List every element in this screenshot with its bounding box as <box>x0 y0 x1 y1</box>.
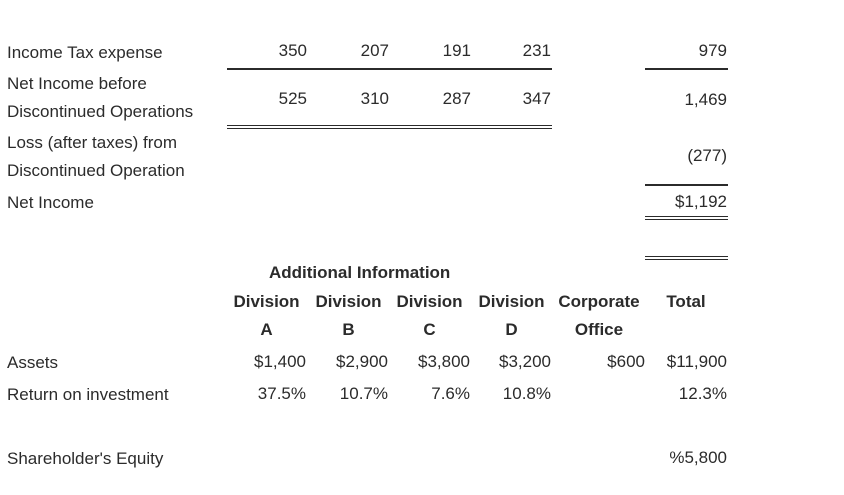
tax-value-c: 191 <box>442 41 471 60</box>
column-header-c: C <box>423 320 436 339</box>
loss-total: (277) <box>687 146 727 165</box>
column-header-a: A <box>260 320 273 339</box>
roi-value-c: 7.6% <box>431 384 470 403</box>
column-header-a: Division <box>233 292 300 311</box>
column-header-c: Division <box>396 292 463 311</box>
equity-total: %5,800 <box>669 448 727 467</box>
column-header-corporate: Office <box>574 320 624 339</box>
divider <box>227 125 552 126</box>
before-disc-label: Net Income before <box>7 74 147 93</box>
assets-label: Assets <box>7 353 59 372</box>
column-header-b: Division <box>315 292 382 311</box>
column-header-d: D <box>505 320 518 339</box>
section-title: Additional Information <box>269 263 451 282</box>
before-disc-value-b: 310 <box>360 89 389 108</box>
column-header-total: Total <box>666 292 706 311</box>
divider <box>645 216 728 217</box>
tax-label: Income Tax expense <box>7 43 163 62</box>
loss-label: Loss (after taxes) from <box>7 133 178 152</box>
divider <box>645 68 728 70</box>
assets-value-b: $2,900 <box>336 352 388 371</box>
tax-total: 979 <box>698 41 727 60</box>
column-header-corporate: Corporate <box>558 292 640 311</box>
divider <box>645 219 728 220</box>
roi-label: Return on investment <box>7 385 169 404</box>
before-disc-label: Discontinued Operations <box>7 102 194 121</box>
before-disc-total: 1,469 <box>684 90 727 109</box>
net-income-total: $1,192 <box>675 192 727 211</box>
divider <box>227 68 552 70</box>
column-header-b: B <box>342 320 355 339</box>
assets-value-d: $3,200 <box>499 352 551 371</box>
loss-label: Discontinued Operation <box>7 161 185 180</box>
before-disc-value-c: 287 <box>442 89 471 108</box>
roi-value-b: 10.7% <box>339 384 388 403</box>
tax-value-b: 207 <box>360 41 389 60</box>
roi-value-a: 37.5% <box>257 384 306 403</box>
equity-label: Shareholder's Equity <box>7 449 164 468</box>
tax-value-d: 231 <box>522 41 551 60</box>
assets-value-a: $1,400 <box>254 352 306 371</box>
before-disc-value-d: 347 <box>522 89 551 108</box>
before-disc-value-a: 525 <box>278 89 307 108</box>
roi-value-d: 10.8% <box>502 384 551 403</box>
divider <box>227 128 552 129</box>
column-header-d: Division <box>478 292 545 311</box>
tax-value-a: 350 <box>278 41 307 60</box>
assets-corporate: $600 <box>607 352 645 371</box>
divider <box>645 256 728 257</box>
divider <box>645 259 728 260</box>
roi-total: 12.3% <box>678 384 727 403</box>
assets-value-c: $3,800 <box>418 352 470 371</box>
assets-total: $11,900 <box>666 352 727 371</box>
net-income-label: Net Income <box>7 193 94 212</box>
divider <box>645 184 728 186</box>
